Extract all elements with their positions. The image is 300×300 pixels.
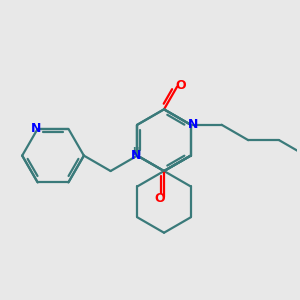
Text: H: H xyxy=(132,147,140,157)
Text: N: N xyxy=(131,149,141,162)
Text: O: O xyxy=(154,192,165,205)
Text: O: O xyxy=(175,79,186,92)
Text: N: N xyxy=(31,122,41,135)
Text: N: N xyxy=(188,118,199,131)
